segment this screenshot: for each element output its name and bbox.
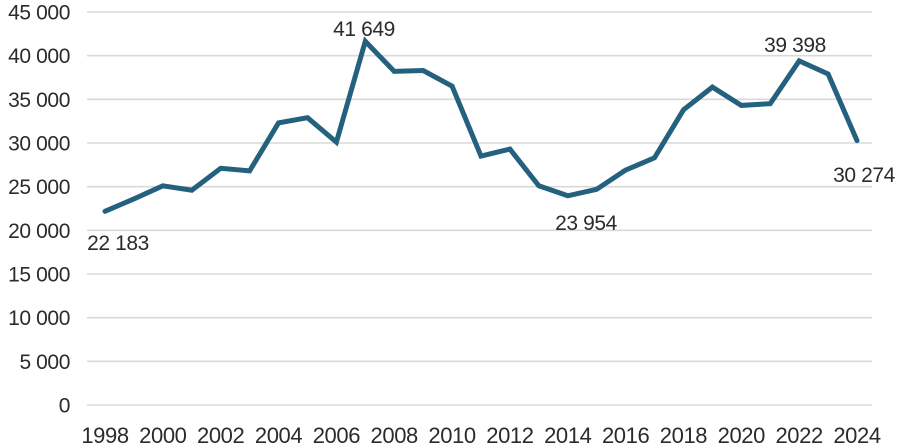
y-axis-tick-label: 30 000 <box>8 133 70 156</box>
x-axis-tick-label: 2012 <box>486 423 534 448</box>
x-axis-tick-label: 2000 <box>139 423 187 448</box>
y-axis-tick-label: 40 000 <box>8 45 70 68</box>
x-axis-tick-label: 2002 <box>197 423 245 448</box>
x-axis-tick-label: 2004 <box>255 423 303 448</box>
y-axis-tick-label: 5 000 <box>19 351 70 374</box>
y-axis-tick-label: 25 000 <box>8 176 70 199</box>
data-point-label: 22 183 <box>87 232 149 255</box>
x-axis-tick-label: 2010 <box>428 423 476 448</box>
x-axis-tick-label: 2006 <box>313 423 361 448</box>
y-axis-tick-label: 0 <box>59 395 70 418</box>
data-point-label: 41 649 <box>333 18 395 41</box>
y-axis-tick-label: 35 000 <box>8 89 70 112</box>
data-series-line <box>102 36 860 214</box>
data-point-label: 39 398 <box>764 34 826 57</box>
y-axis-tick-label: 20 000 <box>8 220 70 243</box>
y-axis-tick-label: 45 000 <box>8 2 70 25</box>
x-axis-tick-label: 2020 <box>718 423 766 448</box>
y-axis-tick-label: 10 000 <box>8 307 70 330</box>
x-axis-tick-label: 2008 <box>371 423 419 448</box>
data-point-label: 23 954 <box>555 212 618 235</box>
y-axis-tick-label: 15 000 <box>8 264 70 287</box>
x-axis-tick-label: 2016 <box>602 423 650 448</box>
data-point-label: 30 274 <box>833 164 896 187</box>
x-axis-tick-label: 1998 <box>81 423 129 448</box>
x-axis-tick-label: 2014 <box>544 423 592 448</box>
x-axis-tick-label: 2024 <box>833 423 881 448</box>
x-axis-tick-label: 2022 <box>775 423 823 448</box>
x-axis-tick-label: 2018 <box>660 423 708 448</box>
